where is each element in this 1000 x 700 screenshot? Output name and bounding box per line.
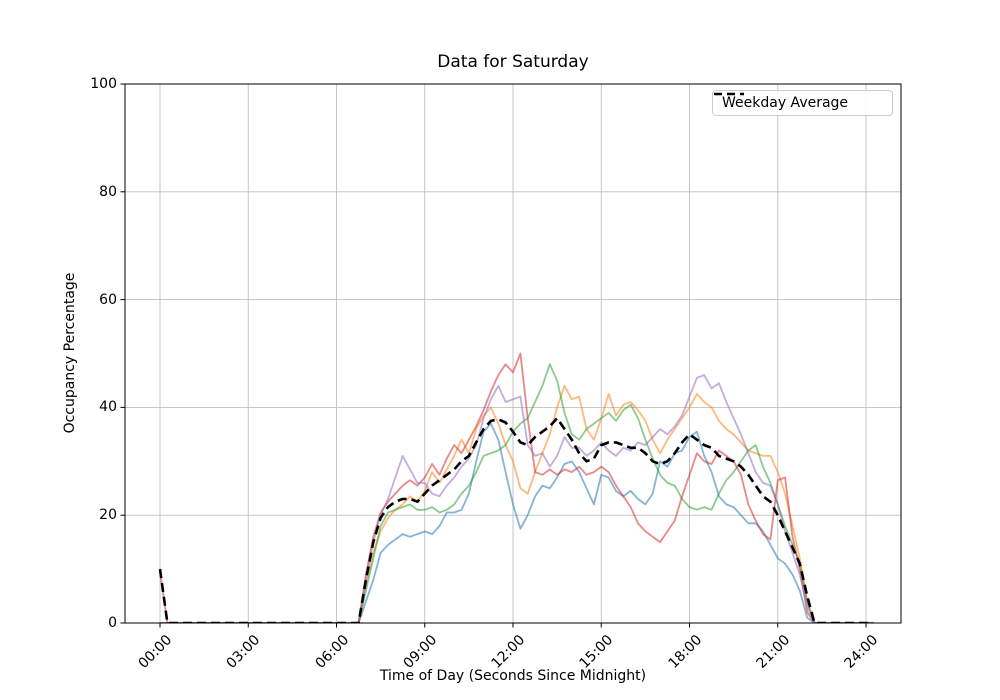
legend: Weekday Average bbox=[712, 90, 893, 116]
series-line-series_5 bbox=[160, 374, 874, 623]
legend-dashed-line-icon bbox=[714, 92, 744, 96]
chart-title: Data for Saturday bbox=[437, 52, 589, 72]
y-tick-label: 20 bbox=[99, 507, 117, 524]
y-tick-label: 60 bbox=[99, 291, 117, 308]
series-line-series_1 bbox=[160, 422, 874, 623]
series-line-series_3 bbox=[160, 363, 874, 623]
y-tick-label: 40 bbox=[99, 399, 117, 416]
y-tick-label: 100 bbox=[90, 76, 117, 92]
y-tick-label: 80 bbox=[99, 183, 117, 200]
x-axis-label: Time of Day (Seconds Since Midnight) bbox=[379, 668, 647, 684]
series-line-series_4 bbox=[159, 352, 874, 623]
legend-label: Weekday Average bbox=[722, 95, 849, 111]
series-line-weekday_average bbox=[158, 416, 874, 623]
y-tick-label: 0 bbox=[108, 615, 117, 631]
series-line-series_2 bbox=[160, 384, 874, 623]
